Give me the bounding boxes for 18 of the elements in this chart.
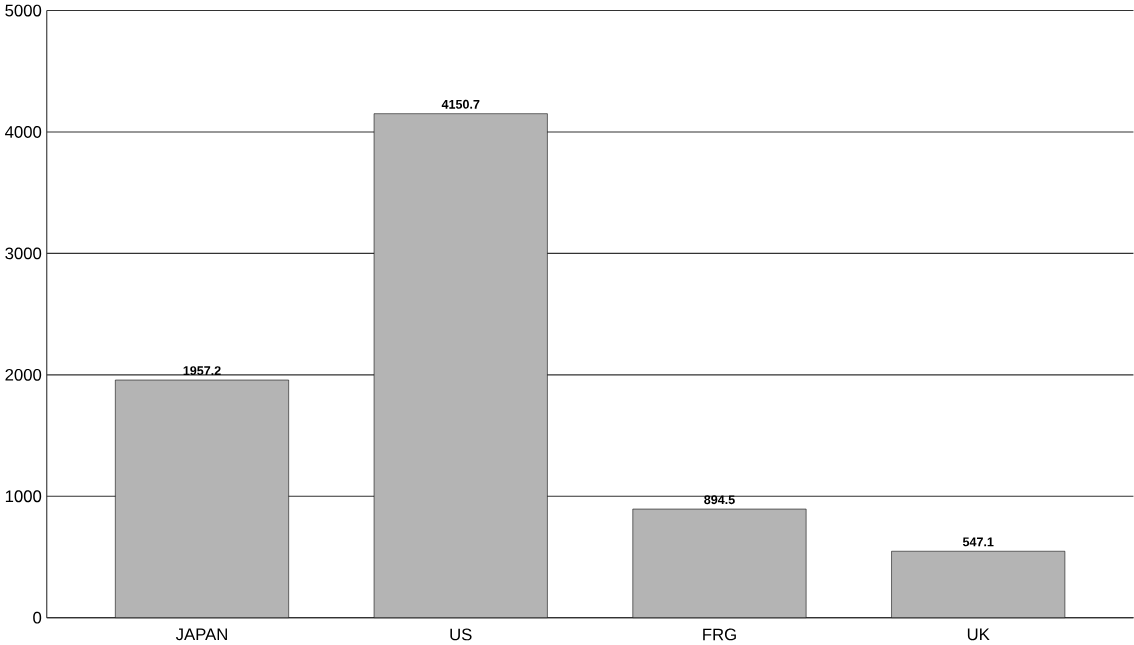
- bar: [632, 508, 807, 618]
- x-tick-label: US: [450, 628, 472, 641]
- bar: [891, 550, 1066, 618]
- data-label: 4150.7: [441, 99, 480, 109]
- bar: [115, 379, 289, 618]
- y-tick-label: 1000: [5, 490, 42, 503]
- data-label: 547.1: [962, 537, 994, 547]
- y-tick-label: 2000: [5, 368, 42, 381]
- y-tick-label: 0: [33, 611, 42, 624]
- bar: [373, 113, 548, 618]
- x-tick-label: JAPAN: [175, 628, 227, 641]
- y-tick-label: 4000: [5, 126, 42, 138]
- y-tick-label: 5000: [5, 4, 42, 17]
- x-tick-label: UK: [967, 628, 990, 641]
- x-tick-label: FRG: [703, 628, 736, 641]
- data-label: 894.5: [704, 495, 735, 505]
- data-label: 1957.2: [183, 366, 221, 376]
- y-tick-label: 3000: [5, 247, 42, 260]
